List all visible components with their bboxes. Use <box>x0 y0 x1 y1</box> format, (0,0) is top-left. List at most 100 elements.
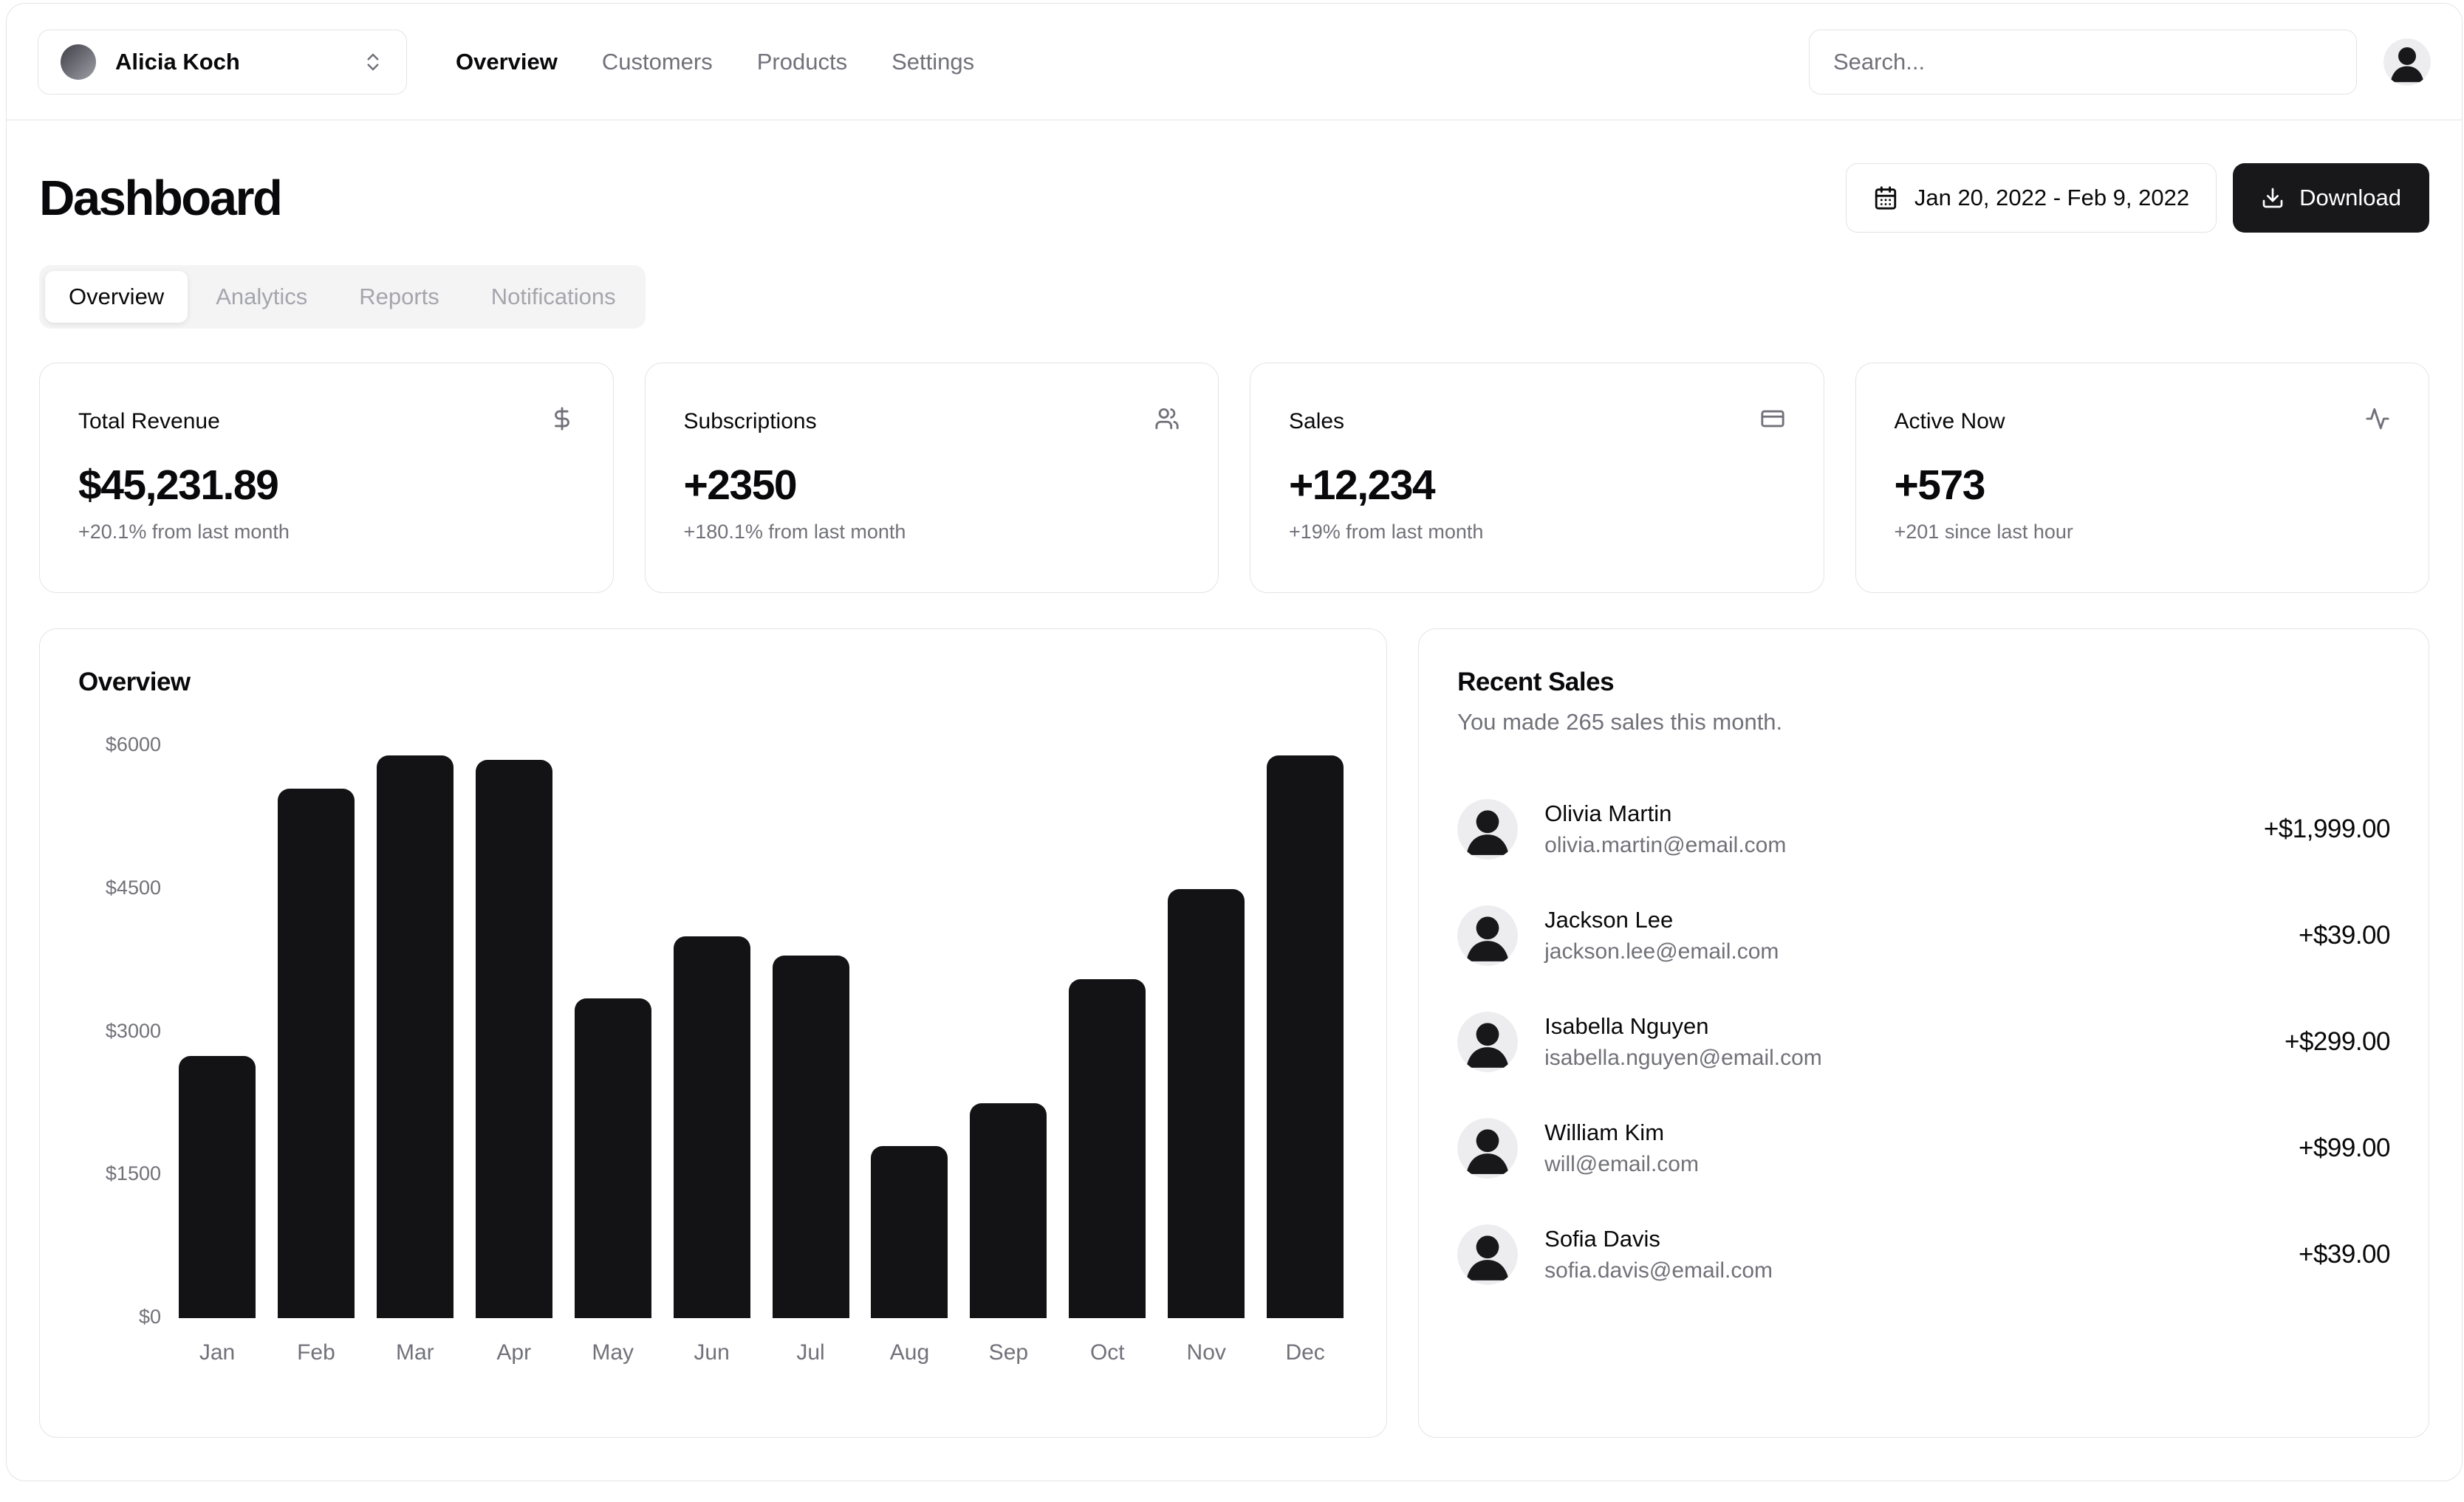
bar-jan <box>179 1056 256 1318</box>
users-icon <box>1155 408 1179 430</box>
chart-column-may: May <box>574 746 651 1365</box>
search-input[interactable] <box>1809 29 2357 95</box>
download-button[interactable]: Download <box>2233 163 2429 233</box>
dollar-sign-icon <box>554 407 569 431</box>
chevrons-up-down-icon <box>367 53 379 70</box>
nav-item-settings[interactable]: Settings <box>892 48 975 75</box>
chart-title: Overview <box>78 668 191 696</box>
credit-card-icon <box>1760 410 1784 428</box>
team-switcher[interactable]: Alicia Koch <box>38 29 407 95</box>
bar-jul <box>772 956 849 1318</box>
recent-sales-list: Olivia Martin olivia.martin@email.com +$1,… <box>1457 799 2391 1285</box>
chart-column-aug: Aug <box>871 746 948 1365</box>
stat-card-total-revenue: Total Revenue $45,231.89 +20.1% from last … <box>39 363 614 593</box>
title-row: Dashboard Jan 20, 2022 - Feb 9, 2022 Dow… <box>39 163 2429 233</box>
customer-avatar <box>1457 1012 1519 1072</box>
main-nav: Overview Customers Products Settings <box>456 49 974 75</box>
stat-cards: Total Revenue $45,231.89 +20.1% from last … <box>39 363 2429 593</box>
tabs-list: Overview Analytics Reports Notifications <box>39 265 646 329</box>
bar-oct <box>1069 979 1146 1318</box>
sale-amount: +$1,999.00 <box>2263 815 2391 843</box>
recent-sales-title: Recent Sales <box>1457 668 1615 696</box>
nav-item-overview[interactable]: Overview <box>456 48 558 75</box>
recent-sale-row: Isabella Nguyen isabella.nguyen@email.com… <box>1457 1012 2390 1072</box>
stat-card-change: +19% from last month <box>1289 521 1484 543</box>
x-axis-tick: Aug <box>889 1340 930 1365</box>
customer-avatar <box>1457 905 1519 966</box>
user-menu-avatar[interactable] <box>2383 38 2431 86</box>
bar-dec <box>1267 755 1344 1318</box>
bar-mar <box>376 755 454 1318</box>
chart-column-nov: Nov <box>1168 746 1245 1365</box>
stat-card-change: +180.1% from last month <box>683 521 906 543</box>
nav-item-products[interactable]: Products <box>756 48 848 75</box>
chart-y-axis: $0 $1500 $3000 $4500 $6000 <box>78 733 161 1328</box>
x-axis-tick: Mar <box>396 1340 434 1365</box>
chart-column-feb: Feb <box>277 746 355 1365</box>
date-range-label: Jan 20, 2022 - Feb 9, 2022 <box>1914 185 2190 210</box>
bar-chart: $0 $1500 $3000 $4500 $6000 Jan Feb Mar Apr May Ju… <box>78 733 1348 1410</box>
stat-card-title: Total Revenue <box>78 409 220 433</box>
stat-card-title: Sales <box>1289 409 1345 433</box>
download-label: Download <box>2299 185 2401 210</box>
app-frame: Alicia Koch Overview Customers Products Set… <box>6 3 2463 1481</box>
recent-sale-row: William Kim will@email.com +$99.00 <box>1457 1118 2391 1179</box>
charts-row: Overview $0 $1500 $3000 $4500 $6000 Jan Feb Ma… <box>39 628 2429 1475</box>
stat-card-subscriptions: Subscriptions +2350 +180.1% from last mont… <box>644 363 1219 593</box>
customer-email: will@email.com <box>1544 1152 1699 1176</box>
bar-sep <box>970 1103 1047 1318</box>
sale-amount: +$99.00 <box>2299 1134 2391 1162</box>
x-axis-tick: Jul <box>796 1340 825 1365</box>
customer-avatar-image <box>1457 1224 1519 1285</box>
bar-nov <box>1168 889 1245 1318</box>
stat-card-title: Active Now <box>1894 409 2005 433</box>
sale-amount: +$299.00 <box>2285 1027 2390 1056</box>
user-avatar-image <box>2383 38 2431 86</box>
x-axis-tick: Nov <box>1186 1340 1226 1365</box>
sale-amount: +$39.00 <box>2299 1240 2391 1269</box>
customer-avatar-image <box>1457 1118 1519 1179</box>
customer-email: sofia.davis@email.com <box>1544 1258 1773 1283</box>
recent-sale-row: Olivia Martin olivia.martin@email.com +$1,… <box>1457 799 2391 860</box>
customer-avatar <box>1457 1224 1519 1285</box>
app-header: Alicia Koch Overview Customers Products Set… <box>7 4 2462 120</box>
chart-plot-area: Jan Feb Mar Apr May Jun Jul Aug Sep Oct Nov Dec <box>179 746 1344 1365</box>
calendar-icon <box>1875 186 1897 210</box>
page-title: Dashboard <box>39 170 283 226</box>
customer-name: Olivia Martin <box>1544 800 1672 826</box>
recent-sale-row: Sofia Davis sofia.davis@email.com +$39.00 <box>1457 1224 2391 1285</box>
bar-may <box>574 998 651 1318</box>
chart-column-sep: Sep <box>970 746 1047 1365</box>
x-axis-tick: Apr <box>496 1340 532 1365</box>
tab-overview[interactable]: Overview <box>45 271 188 323</box>
x-axis-tick: Dec <box>1285 1340 1325 1365</box>
stat-card-title: Subscriptions <box>683 409 817 433</box>
chart-column-mar: Mar <box>376 746 454 1365</box>
y-axis-tick: $6000 <box>105 733 161 755</box>
customer-name: Isabella Nguyen <box>1544 1013 1709 1039</box>
customer-avatar-image <box>1457 799 1519 860</box>
tab-reports[interactable]: Reports <box>335 271 463 323</box>
y-axis-tick: $4500 <box>105 876 161 899</box>
x-axis-tick: Jun <box>694 1340 730 1365</box>
customer-avatar-image <box>1457 905 1519 966</box>
y-axis-tick: $3000 <box>105 1019 161 1042</box>
chart-column-dec: Dec <box>1267 746 1344 1365</box>
dashboard-main: Dashboard Jan 20, 2022 - Feb 9, 2022 Dow… <box>7 120 2462 1475</box>
customer-email: isabella.nguyen@email.com <box>1544 1046 1822 1070</box>
tab-notifications[interactable]: Notifications <box>468 271 640 323</box>
tab-analytics[interactable]: Analytics <box>192 271 331 323</box>
bar-feb <box>277 789 355 1318</box>
stat-card-value: +2350 <box>683 462 798 509</box>
date-range-picker[interactable]: Jan 20, 2022 - Feb 9, 2022 <box>1845 163 2217 233</box>
x-axis-tick: Jan <box>199 1340 236 1365</box>
x-axis-tick: Oct <box>1089 1340 1125 1365</box>
stat-card-value: +12,234 <box>1289 462 1436 509</box>
customer-name: Sofia Davis <box>1544 1226 1660 1252</box>
stat-card-change: +20.1% from last month <box>78 521 290 543</box>
toolbar-actions: Jan 20, 2022 - Feb 9, 2022 Download <box>1845 163 2429 233</box>
customer-avatar-image <box>1457 1012 1519 1072</box>
stat-card-sales: Sales +12,234 +19% from last month <box>1250 363 1824 593</box>
x-axis-tick: May <box>592 1340 634 1365</box>
nav-item-customers[interactable]: Customers <box>601 48 713 75</box>
